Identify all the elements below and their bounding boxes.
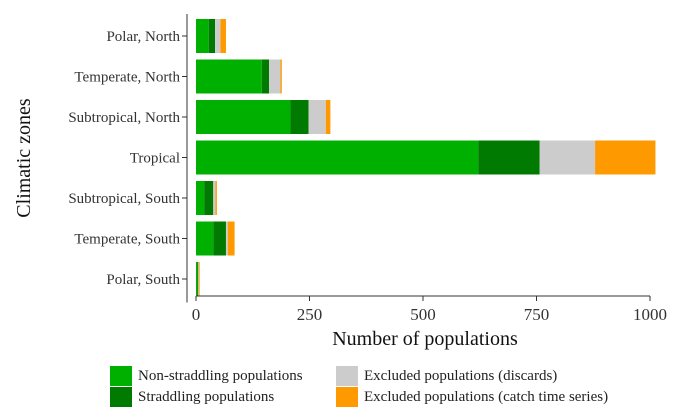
legend-swatch-excluded-discards bbox=[336, 366, 358, 386]
bar-1-series-1 bbox=[262, 60, 269, 94]
legend-label-straddling: Straddling populations bbox=[138, 389, 274, 406]
bar-3-series-1 bbox=[478, 141, 539, 175]
bar-0-series-0 bbox=[196, 19, 209, 53]
category-label-1: Temperate, North bbox=[74, 70, 180, 86]
bar-5-series-2 bbox=[226, 222, 228, 256]
x-tick-label-1: 250 bbox=[297, 305, 323, 324]
legend-label-excluded-catch: Excluded populations (catch time series) bbox=[364, 389, 608, 406]
legend-item-straddling: Straddling populations bbox=[110, 387, 274, 407]
legend-label-non-straddling: Non-straddling populations bbox=[138, 368, 303, 385]
category-label-5: Temperate, South bbox=[74, 232, 180, 248]
bar-4-series-1 bbox=[204, 181, 213, 215]
x-axis-ticks: 0 250 500 750 1000 bbox=[192, 296, 667, 324]
y-axis-title: Climatic zones bbox=[13, 98, 35, 218]
bar-1-series-3 bbox=[280, 60, 281, 94]
category-label-0: Polar, North bbox=[106, 29, 180, 45]
legend-swatch-straddling bbox=[110, 387, 132, 407]
legend-item-excluded-catch: Excluded populations (catch time series) bbox=[336, 387, 608, 407]
bar-2-series-1 bbox=[290, 100, 308, 134]
legend-item-non-straddling: Non-straddling populations bbox=[110, 366, 303, 386]
bar-5-series-0 bbox=[196, 222, 213, 256]
y-axis-ticks: Polar, North Temperate, North Subtropical,… bbox=[68, 29, 187, 288]
bar-4-series-2 bbox=[213, 181, 215, 215]
bar-6-series-3 bbox=[199, 262, 200, 296]
bar-1-series-2 bbox=[269, 60, 280, 94]
x-tick-label-4: 1000 bbox=[633, 305, 667, 324]
stacked-bar-chart: Polar, North Temperate, North Subtropical,… bbox=[0, 0, 680, 360]
bar-3-series-2 bbox=[540, 141, 595, 175]
bar-3-series-0 bbox=[196, 141, 478, 175]
legend-item-excluded-discards: Excluded populations (discards) bbox=[336, 366, 557, 386]
bar-2-series-2 bbox=[309, 100, 326, 134]
legend-swatch-excluded-catch bbox=[336, 387, 358, 407]
bar-4-series-0 bbox=[196, 181, 204, 215]
bar-2-series-0 bbox=[196, 100, 290, 134]
x-tick-label-2: 500 bbox=[410, 305, 436, 324]
bar-4-series-3 bbox=[216, 181, 217, 215]
bar-2-series-3 bbox=[326, 100, 331, 134]
bar-1-series-0 bbox=[196, 60, 262, 94]
bar-0-series-2 bbox=[215, 19, 220, 53]
bar-5-series-3 bbox=[228, 222, 235, 256]
category-label-4: Subtropical, South bbox=[68, 191, 180, 207]
legend: Non-straddling populations Straddling po… bbox=[110, 363, 670, 403]
bar-0-series-1 bbox=[209, 19, 215, 53]
x-tick-label-0: 0 bbox=[192, 305, 201, 324]
bar-0-series-3 bbox=[221, 19, 226, 53]
category-label-3: Tropical bbox=[130, 151, 180, 167]
bar-6-series-0 bbox=[196, 262, 197, 296]
category-label-2: Subtropical, North bbox=[68, 110, 180, 126]
bars-group bbox=[196, 19, 655, 296]
x-axis-title: Number of populations bbox=[332, 328, 518, 350]
legend-label-excluded-discards: Excluded populations (discards) bbox=[364, 368, 557, 385]
legend-swatch-non-straddling bbox=[110, 366, 132, 386]
x-tick-label-3: 750 bbox=[524, 305, 550, 324]
bar-6-series-1 bbox=[197, 262, 198, 296]
bar-5-series-1 bbox=[213, 222, 226, 256]
category-label-6: Polar, South bbox=[106, 272, 180, 288]
bar-3-series-3 bbox=[595, 141, 655, 175]
